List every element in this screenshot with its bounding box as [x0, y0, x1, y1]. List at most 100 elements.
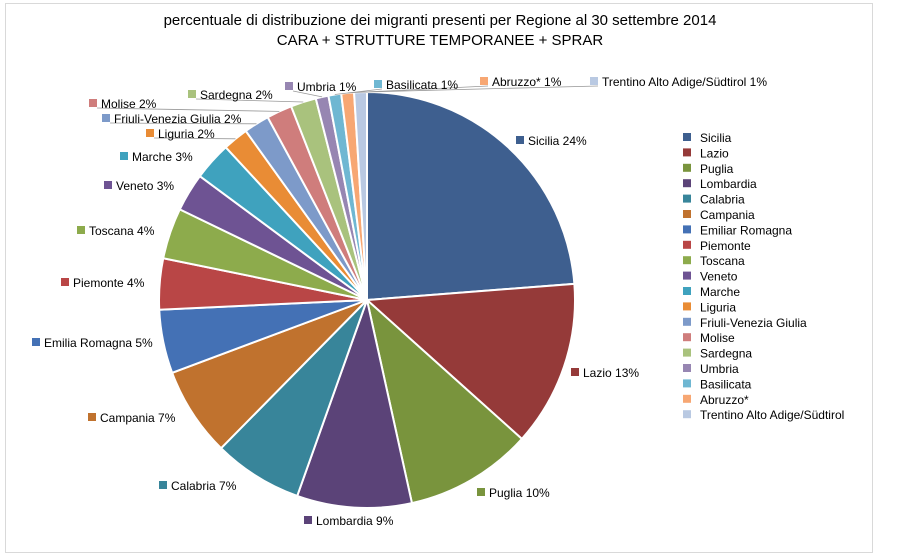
- legend-swatch: [683, 271, 691, 280]
- legend-label: Basilicata: [700, 377, 752, 391]
- legend-label: Piemonte: [700, 239, 751, 253]
- legend-swatch: [683, 379, 691, 388]
- legend-label: Lazio: [700, 146, 729, 160]
- leader-line-sardegna: [195, 98, 304, 103]
- legend-label: Sardegna: [700, 347, 752, 361]
- data-label-liguria: Liguria 2%: [146, 127, 215, 141]
- pie-slice-puglia: [365, 297, 524, 505]
- legend-swatch: [683, 287, 691, 295]
- data-label-text: Friuli-Venezia Giulia 2%: [114, 112, 242, 126]
- leader-line-trentino-alto-adige-s-dtirol: [360, 85, 599, 93]
- legend-item-piemonte: Piemonte: [683, 239, 751, 253]
- data-label-marker: [516, 136, 524, 144]
- legend-item-puglia: Puglia: [683, 162, 734, 176]
- data-label-marker: [146, 129, 154, 137]
- pie-slice-lazio: [364, 282, 576, 441]
- leader-line-friuli-venezia-giulia: [109, 122, 257, 125]
- data-label-lombardia: Lombardia 9%: [304, 514, 394, 528]
- chart-frame: [5, 3, 873, 553]
- data-label-text: Basilicata 1%: [386, 78, 458, 92]
- legend-item-liguria: Liguria: [683, 300, 736, 314]
- data-label-marker: [32, 338, 40, 346]
- legend-swatch: [683, 179, 691, 188]
- legend-label: Liguria: [700, 300, 736, 314]
- legend-label: Puglia: [700, 162, 734, 176]
- data-label-marker: [477, 488, 485, 496]
- legend-item-veneto: Veneto: [683, 270, 738, 284]
- legend-swatch: [683, 133, 691, 141]
- data-label-text: Sardegna 2%: [200, 88, 273, 102]
- legend-label: Molise: [700, 331, 735, 345]
- legend-label: Marche: [700, 285, 740, 299]
- legend-item-abruzzo: Abruzzo*: [683, 393, 749, 407]
- data-label-marker: [304, 516, 312, 524]
- data-label-marker: [104, 181, 112, 189]
- legend-swatch: [683, 256, 691, 265]
- data-label-umbria: Umbria 1%: [285, 80, 357, 94]
- data-label-marker: [88, 413, 96, 421]
- data-label-basilicata: Basilicata 1%: [374, 78, 458, 92]
- data-label-marker: [590, 77, 598, 85]
- legend-item-calabria: Calabria: [683, 193, 745, 207]
- data-label-text: Lombardia 9%: [316, 514, 394, 528]
- legend-label: Toscana: [700, 254, 745, 268]
- data-label-text: Liguria 2%: [158, 127, 215, 141]
- leader-line-basilicata: [334, 88, 383, 95]
- legend-item-marche: Marche: [683, 285, 740, 299]
- chart-subtitle: CARA + STRUTTURE TEMPORANEE + SPRAR: [276, 32, 604, 49]
- data-label-piemonte: Piemonte 4%: [61, 276, 145, 290]
- legend-item-sicilia: Sicilia: [683, 131, 732, 145]
- legend-label: Sicilia: [700, 131, 732, 145]
- data-label-marker: [285, 82, 293, 90]
- legend-swatch: [683, 410, 691, 419]
- data-label-marker: [77, 226, 85, 234]
- legend-label: Veneto: [700, 270, 738, 284]
- leader-line-liguria: [153, 137, 236, 140]
- legend-item-basilicata: Basilicata: [683, 377, 752, 391]
- data-label-abruzzo: Abruzzo* 1%: [480, 75, 562, 89]
- data-label-calabria: Calabria 7%: [159, 479, 237, 493]
- data-label-text: Calabria 7%: [171, 479, 237, 493]
- legend-item-campania: Campania: [683, 208, 755, 222]
- data-label-trentino-alto-adige-s-dtirol: Trentino Alto Adige/Südtirol 1%: [590, 75, 767, 89]
- data-label-sardegna: Sardegna 2%: [188, 88, 273, 102]
- legend-label: Lombardia: [700, 177, 757, 191]
- data-label-text: Trentino Alto Adige/Südtirol 1%: [602, 75, 767, 89]
- legend-item-lazio: Lazio: [683, 146, 729, 160]
- pie-slice-sicilia: [366, 90, 576, 302]
- legend-swatch: [683, 364, 691, 372]
- data-label-text: Marche 3%: [132, 150, 193, 164]
- legend-swatch: [683, 148, 691, 157]
- legend-item-umbria: Umbria: [683, 362, 739, 376]
- data-label-sicilia: Sicilia 24%: [516, 134, 587, 148]
- legend-label: Emiliar Romagna: [700, 223, 792, 237]
- data-label-molise: Molise 2%: [89, 97, 157, 111]
- legend-swatch: [683, 225, 691, 234]
- legend-label: Abruzzo*: [700, 393, 749, 407]
- legend-swatch: [683, 302, 691, 311]
- legend-item-lombardia: Lombardia: [683, 177, 757, 191]
- data-label-marker: [89, 99, 97, 107]
- data-label-marker: [120, 152, 128, 160]
- legend-swatch: [683, 348, 691, 357]
- legend-swatch: [683, 394, 691, 403]
- legend-label: Trentino Alto Adige/Südtirol: [700, 408, 844, 422]
- data-label-emiliar-romagna: Emilia Romagna 5%: [32, 336, 153, 350]
- legend-swatch: [683, 317, 691, 326]
- data-label-text: Emilia Romagna 5%: [44, 336, 153, 350]
- legend-label: Umbria: [700, 362, 739, 376]
- legend-swatch: [683, 210, 691, 218]
- legend-swatch: [683, 240, 691, 249]
- legend-item-molise: Molise: [683, 331, 735, 345]
- data-label-toscana: Toscana 4%: [77, 224, 155, 238]
- leader-lines: [96, 85, 599, 140]
- data-label-text: Campania 7%: [100, 411, 176, 425]
- pie-slices: [158, 90, 576, 509]
- legend-item-toscana: Toscana: [683, 254, 745, 268]
- data-label-text: Molise 2%: [101, 97, 157, 111]
- data-label-text: Puglia 10%: [489, 486, 550, 500]
- data-label-marker: [571, 368, 579, 376]
- legend-swatch: [683, 163, 691, 172]
